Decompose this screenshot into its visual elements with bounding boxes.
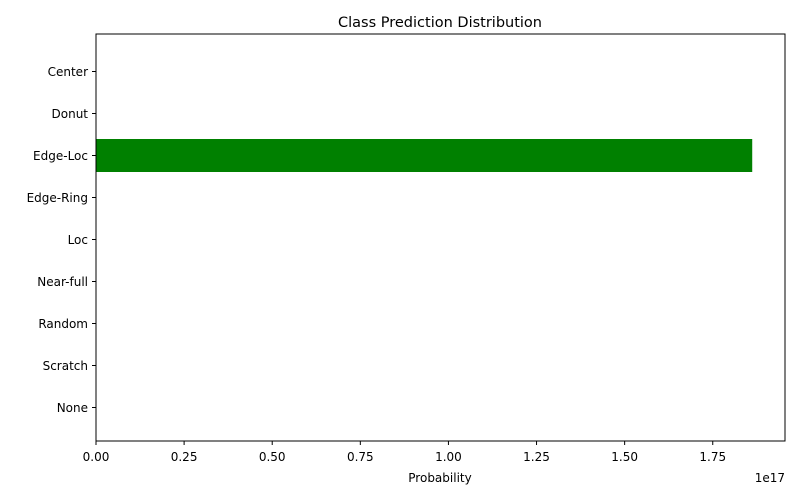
y-tick-label: Edge-Ring — [27, 191, 88, 205]
y-axis: Center Donut Edge-Loc Edge-Ring Loc Near-full… — [27, 65, 96, 415]
y-tick-label: Edge-Loc — [33, 149, 88, 163]
x-tick-label: 1.50 — [611, 450, 638, 464]
x-axis: 0.00 0.25 0.50 0.75 1.00 1.25 1.50 1.75 — [83, 441, 726, 464]
y-tick-label: Loc — [68, 233, 88, 247]
x-tick-label: 1.25 — [523, 450, 550, 464]
chart-title: Class Prediction Distribution — [338, 15, 542, 31]
y-tick-label: Random — [38, 317, 88, 331]
y-tick-label: Donut — [52, 107, 89, 121]
y-tick-label: Near-full — [37, 275, 88, 289]
x-tick-label: 1.00 — [435, 450, 462, 464]
y-tick-label: None — [57, 401, 88, 415]
x-tick-label: 0.25 — [171, 450, 198, 464]
x-axis-offset-text: 1e17 — [755, 471, 785, 485]
x-axis-title: Probability — [408, 471, 471, 485]
x-tick-label: 1.75 — [699, 450, 726, 464]
bar-edge-loc — [96, 139, 753, 172]
plot-frame — [95, 33, 786, 442]
y-tick-label: Center — [48, 65, 88, 79]
y-tick-label: Scratch — [43, 359, 88, 373]
x-tick-label: 0.00 — [83, 450, 110, 464]
bars-group — [96, 139, 753, 172]
x-tick-label: 0.75 — [347, 450, 374, 464]
x-tick-label: 0.50 — [259, 450, 286, 464]
